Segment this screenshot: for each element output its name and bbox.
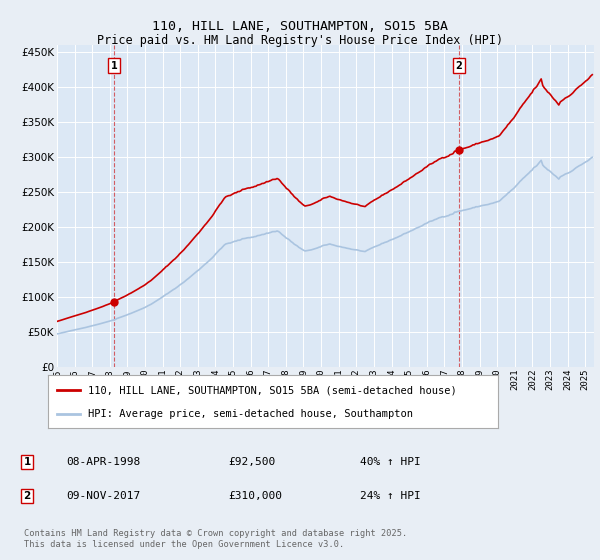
Text: 2: 2 <box>23 491 31 501</box>
Text: 40% ↑ HPI: 40% ↑ HPI <box>360 457 421 467</box>
Text: £92,500: £92,500 <box>228 457 275 467</box>
Text: Price paid vs. HM Land Registry's House Price Index (HPI): Price paid vs. HM Land Registry's House … <box>97 34 503 46</box>
Text: 110, HILL LANE, SOUTHAMPTON, SO15 5BA (semi-detached house): 110, HILL LANE, SOUTHAMPTON, SO15 5BA (s… <box>89 385 457 395</box>
Text: 1: 1 <box>23 457 31 467</box>
Text: 110, HILL LANE, SOUTHAMPTON, SO15 5BA: 110, HILL LANE, SOUTHAMPTON, SO15 5BA <box>152 20 448 32</box>
Text: 1: 1 <box>111 61 118 71</box>
Text: 09-NOV-2017: 09-NOV-2017 <box>66 491 140 501</box>
Text: £310,000: £310,000 <box>228 491 282 501</box>
Text: 2: 2 <box>455 61 463 71</box>
Text: 24% ↑ HPI: 24% ↑ HPI <box>360 491 421 501</box>
Text: Contains HM Land Registry data © Crown copyright and database right 2025.
This d: Contains HM Land Registry data © Crown c… <box>24 529 407 549</box>
Text: 08-APR-1998: 08-APR-1998 <box>66 457 140 467</box>
Text: HPI: Average price, semi-detached house, Southampton: HPI: Average price, semi-detached house,… <box>89 408 413 418</box>
